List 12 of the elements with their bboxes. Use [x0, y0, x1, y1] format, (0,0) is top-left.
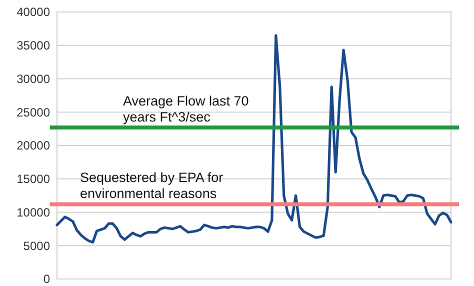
y-tick-label: 5000: [23, 238, 50, 253]
y-tick-label: 10000: [16, 205, 50, 220]
line-series: [56, 34, 452, 244]
y-tick-label: 30000: [16, 72, 50, 86]
y-tick-label: 35000: [16, 38, 50, 53]
y-tick-label: 0: [43, 272, 50, 286]
y-tick-label: 40000: [16, 5, 50, 20]
y-tick-label: 15000: [16, 172, 50, 186]
y-tick-label: 20000: [16, 138, 50, 153]
ref-line-label: Sequestered by EPA for environmental reasons: [80, 170, 224, 202]
ref-line-label: Average Flow last 70 years Ft^3/sec: [123, 93, 249, 124]
y-tick-label: 25000: [16, 105, 50, 120]
